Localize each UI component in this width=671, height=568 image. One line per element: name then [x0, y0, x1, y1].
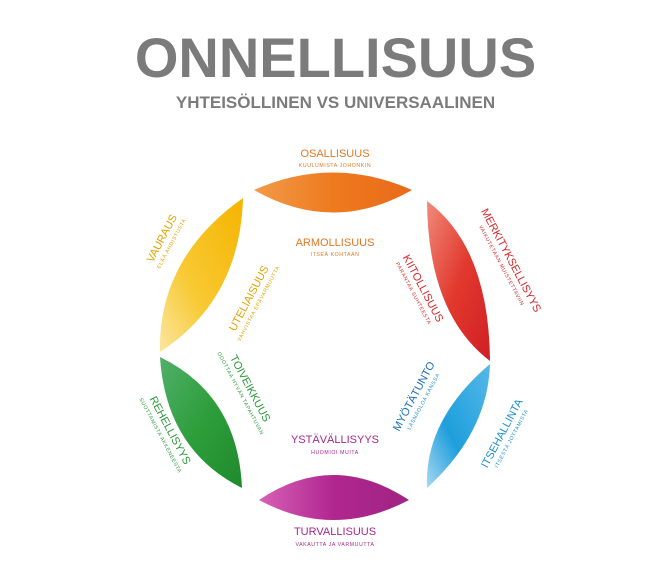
- label-osallisuus: OSALLISUUS: [300, 148, 369, 160]
- segment-bottom-magenta: [259, 475, 409, 520]
- page-subtitle: YHTEISÖLLINEN VS UNIVERSAALINEN: [175, 93, 496, 112]
- sub-osallisuus: KUULUMISTA JOHONKIN: [299, 163, 371, 169]
- segment-top-orange: [254, 172, 412, 213]
- label-turvallisuus: TURVALLISUUS: [294, 526, 376, 538]
- segment-lower-right-blue: [426, 364, 490, 488]
- segment-upper-right-red: [427, 201, 490, 361]
- sub-ystavallisyys: HUOMIOI MUITA: [311, 450, 359, 456]
- segment-lower-left-green: [160, 357, 242, 488]
- label-ystavallisyys: YSTÄVÄLLISYYS: [291, 434, 379, 446]
- page-title: ONNELLISUUS: [134, 26, 537, 89]
- label-armollisuus: ARMOLLISUUS: [296, 237, 375, 249]
- label-merkityksellisyys: MERKITYKSELLISYYS: [478, 207, 543, 315]
- segment-upper-left-yellow: [159, 198, 243, 352]
- sub-armollisuus: ITSEÄ KOHTAAN: [311, 251, 360, 258]
- sub-turvallisuus: VAKAUTTA JA VARMUUTTA: [295, 542, 374, 548]
